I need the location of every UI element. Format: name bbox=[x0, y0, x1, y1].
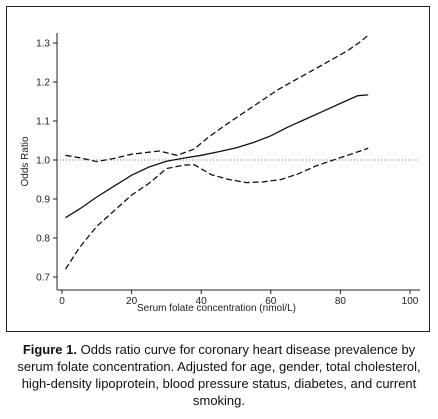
x-tick-label: 60 bbox=[265, 296, 277, 307]
figure-frame bbox=[6, 6, 430, 332]
y-tick-label: 0.7 bbox=[36, 273, 50, 284]
y-tick-label: 1.1 bbox=[36, 117, 50, 128]
x-tick-label: 20 bbox=[126, 296, 138, 307]
x-tick-label: 100 bbox=[402, 296, 419, 307]
x-axis-label: Serum folate concentration (nmol/L) bbox=[137, 303, 296, 314]
y-tick-label: 1.0 bbox=[36, 156, 50, 167]
upper-ci-line bbox=[65, 34, 369, 163]
x-tick-label: 0 bbox=[59, 296, 65, 307]
caption-text: Odds ratio curve for coronary heart dise… bbox=[17, 342, 421, 408]
caption-label: Figure 1. bbox=[22, 342, 77, 357]
y-tick-label: 1.2 bbox=[36, 78, 50, 89]
x-tick-label: 80 bbox=[335, 296, 347, 307]
odds-ratio-chart: 0.7 0.8 0.9 1.0 1.1 1.2 1.3 0 20 40 60 80 100 Serum f… bbox=[20, 33, 420, 314]
y-axis-label: Odds Ratio bbox=[20, 136, 31, 186]
lower-ci-line bbox=[64, 147, 369, 270]
y-tick-label: 0.8 bbox=[36, 234, 50, 245]
y-tick-label: 0.9 bbox=[36, 195, 50, 206]
x-tick-label: 40 bbox=[196, 296, 208, 307]
y-tick-label: 1.3 bbox=[36, 39, 50, 50]
odds-ratio-line bbox=[65, 94, 369, 219]
figure-caption: Figure 1. Odds ratio curve for coronary … bbox=[10, 341, 428, 409]
